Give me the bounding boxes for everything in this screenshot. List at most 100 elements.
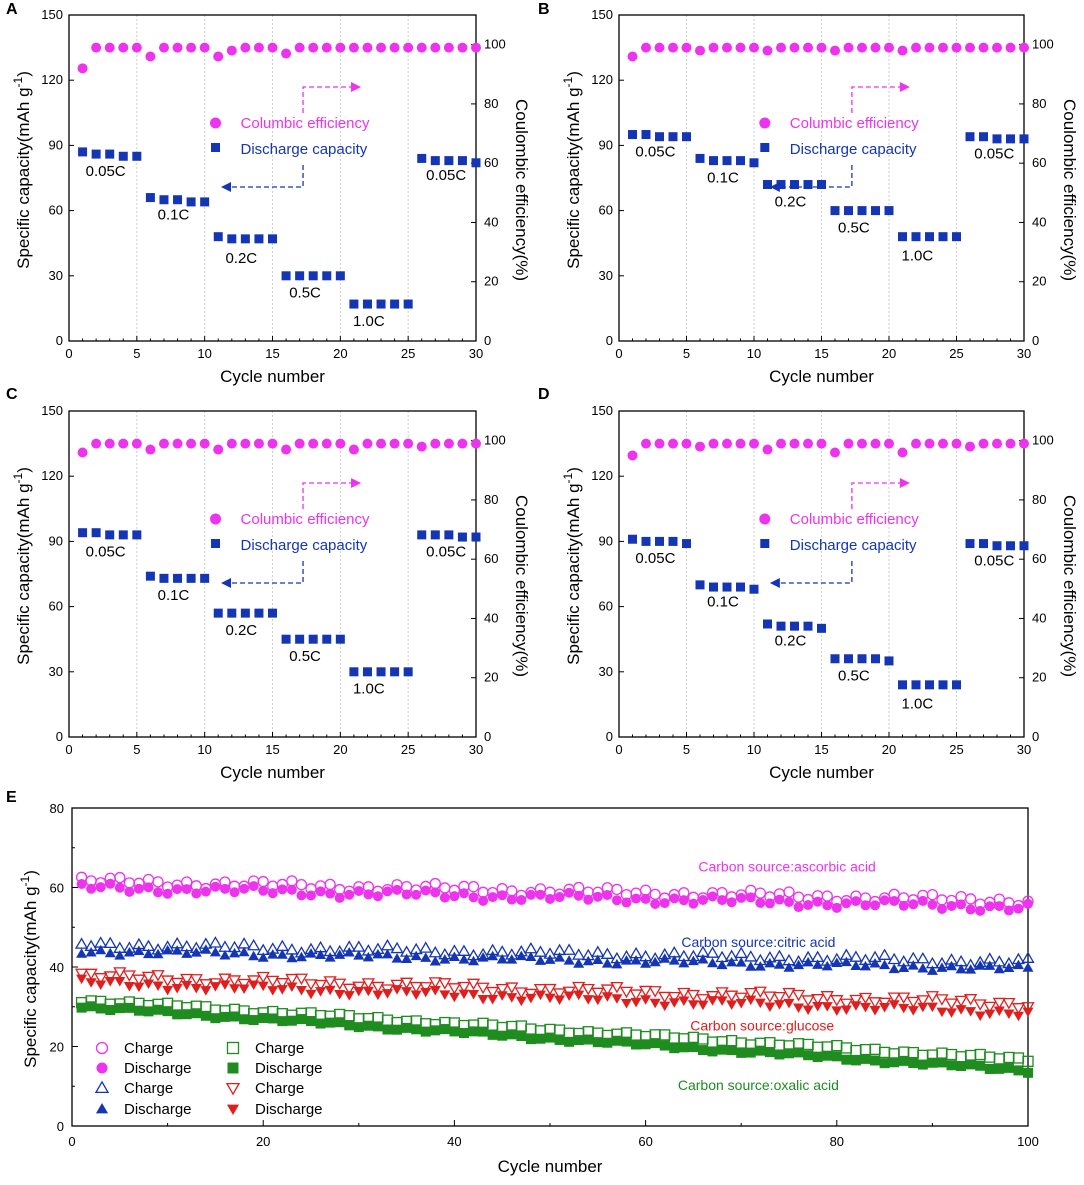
- series-point: [994, 901, 1005, 912]
- series-point: [745, 961, 757, 971]
- capacity-point: [925, 232, 934, 242]
- series-point: [151, 970, 165, 982]
- series-point: [582, 955, 594, 966]
- series-label: Carbon source:citric acid: [681, 934, 835, 950]
- capacity-point: [322, 634, 332, 644]
- series-point: [763, 991, 777, 1003]
- rate-label: 0.05C: [635, 143, 675, 160]
- series-point: [956, 899, 967, 910]
- series-point: [382, 1024, 393, 1035]
- rate-label: 0.05C: [635, 550, 675, 567]
- efficiency-point: [348, 42, 359, 53]
- series-point: [793, 959, 805, 970]
- series-point: [563, 955, 575, 965]
- series-point: [399, 977, 414, 990]
- series-point: [266, 975, 280, 988]
- series-point: [611, 994, 623, 1004]
- capacity-point: [776, 621, 786, 631]
- x-tick-label: 10: [197, 346, 211, 361]
- y-tick-label: 0: [606, 729, 613, 744]
- capacity-point: [349, 299, 359, 309]
- series-point: [372, 891, 383, 902]
- series-point: [162, 985, 174, 996]
- capacity-point: [871, 654, 880, 664]
- y-tick-label: 120: [41, 72, 63, 87]
- capacity-point: [709, 582, 718, 592]
- capacity-point: [335, 271, 345, 281]
- series-point: [592, 954, 604, 965]
- series-point: [659, 898, 670, 909]
- series-point: [564, 887, 575, 898]
- series-point: [659, 1001, 671, 1012]
- y2-tick-label: 80: [484, 492, 498, 507]
- series-point: [878, 1046, 891, 1059]
- series-point: [323, 976, 337, 988]
- series-point: [525, 1023, 537, 1035]
- series-point: [401, 889, 412, 900]
- capacity-point: [105, 149, 115, 159]
- efficiency-point: [267, 42, 278, 53]
- series-point: [611, 958, 623, 969]
- efficiency-point: [281, 48, 292, 59]
- series-point: [457, 981, 471, 994]
- series-point: [906, 996, 920, 1009]
- efficiency-point: [253, 42, 264, 53]
- series-point: [458, 989, 470, 1000]
- series-point: [238, 984, 250, 995]
- legend-label: Charge: [255, 1080, 304, 1097]
- series-point: [430, 887, 441, 898]
- capacity-point: [227, 234, 237, 244]
- series-point: [296, 1014, 307, 1025]
- series-point: [180, 973, 194, 986]
- series-point: [343, 946, 355, 957]
- series-point: [908, 1058, 919, 1069]
- series-point: [1012, 959, 1024, 970]
- series-point: [783, 998, 795, 1009]
- legend-marker-efficiency: [759, 117, 771, 129]
- capacity-point: [417, 530, 427, 540]
- x-tick-label: 0: [65, 346, 72, 361]
- series-point: [315, 1018, 326, 1029]
- capacity-point: [78, 528, 88, 538]
- series-point: [592, 891, 603, 902]
- series-point: [392, 884, 403, 895]
- series-point: [142, 948, 154, 959]
- legend-marker: [226, 1041, 240, 1055]
- efficiency-point: [924, 42, 935, 53]
- series-point: [353, 986, 365, 997]
- series-point: [640, 893, 651, 904]
- rate-label: 0.5C: [838, 667, 870, 684]
- series-point: [611, 883, 623, 896]
- series-point: [898, 962, 910, 972]
- series-point: [717, 895, 728, 906]
- y2-axis-title: Coulombic efficiency(%): [512, 495, 531, 677]
- series-point: [650, 1038, 661, 1049]
- efficiency-point: [321, 42, 332, 53]
- efficiency-point: [77, 447, 88, 458]
- efficiency-point: [376, 438, 387, 449]
- capacity-point: [911, 680, 921, 690]
- efficiency-point: [158, 438, 169, 449]
- y2-tick-label: 20: [1032, 274, 1046, 289]
- series-point: [735, 957, 747, 967]
- capacity-point: [403, 667, 413, 677]
- series-point: [199, 979, 213, 991]
- series-point: [238, 946, 250, 957]
- series-point: [697, 895, 708, 906]
- x-tick-label: 60: [638, 1134, 652, 1149]
- efficiency-point: [938, 42, 948, 53]
- series-point: [850, 1044, 862, 1057]
- series-point: [190, 984, 202, 994]
- series-point: [132, 974, 146, 986]
- series-point: [745, 892, 756, 903]
- series-point: [898, 1055, 909, 1066]
- series-point: [955, 1005, 967, 1015]
- series-point: [668, 998, 680, 1008]
- legend-marker-efficiency: [210, 513, 222, 525]
- series-point: [879, 1003, 891, 1013]
- series-point: [631, 1039, 642, 1050]
- capacity-point: [884, 656, 894, 666]
- series-point: [210, 1013, 221, 1024]
- series-point: [993, 1006, 1005, 1017]
- series-point: [276, 949, 288, 959]
